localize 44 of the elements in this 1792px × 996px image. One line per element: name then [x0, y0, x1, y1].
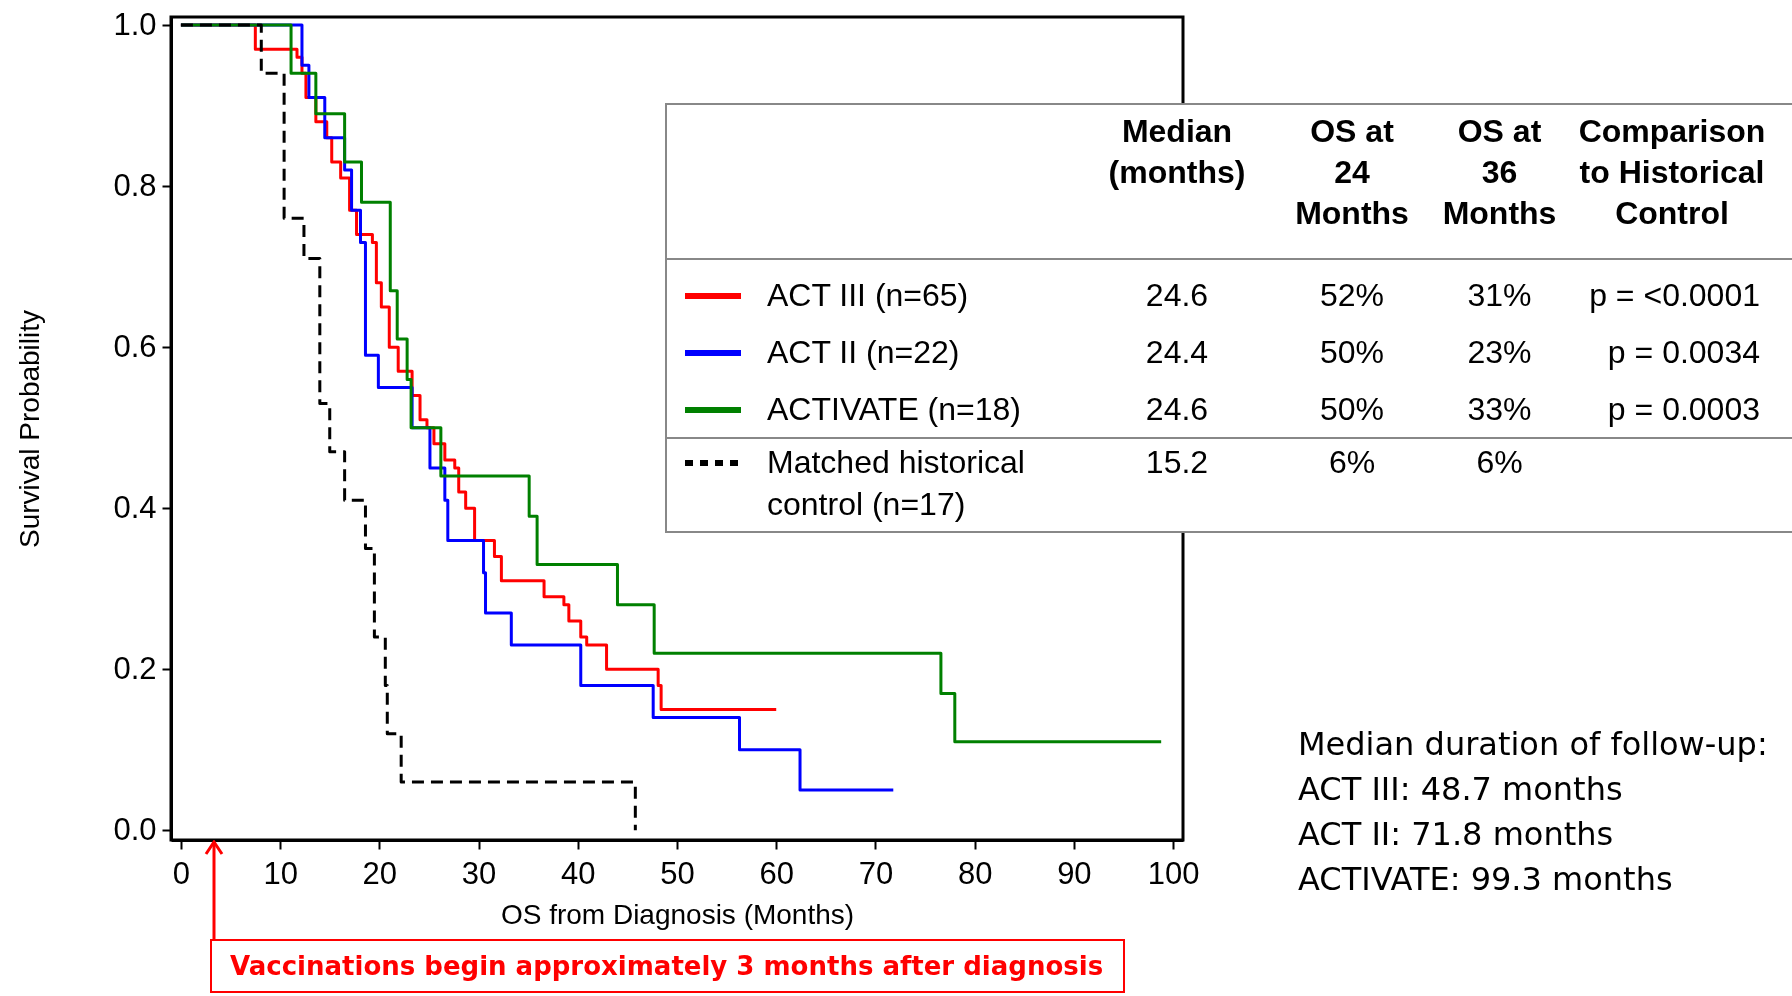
- text: p = <0.0001: [1588, 276, 1761, 315]
- legend-label: ACT II (n=22): [767, 333, 961, 372]
- x-tick-label: 30: [461, 855, 497, 891]
- x-tick-label: 40: [561, 855, 596, 891]
- x-tick-label: 20: [362, 855, 398, 891]
- y-axis-title: Survival Probability: [14, 309, 46, 549]
- x-tick-label: 90: [1057, 855, 1092, 891]
- x-tick-label: 70: [858, 855, 894, 891]
- legend-label: ACT III (n=65): [767, 276, 970, 315]
- x-tick-label: 60: [759, 855, 794, 891]
- y-tick-label: 0.6: [113, 328, 157, 364]
- text: 33%: [1466, 390, 1533, 429]
- y-tick-label: 0.8: [113, 167, 157, 203]
- text: OS at 24 Months: [1294, 112, 1410, 233]
- y-tick-label: 0.0: [113, 811, 157, 847]
- x-tick-label: 50: [660, 855, 695, 891]
- annotation: 15.2: [1144, 443, 1210, 482]
- text: 50%: [1318, 333, 1385, 372]
- x-tick-label: 10: [263, 855, 298, 891]
- text: 31%: [1466, 276, 1533, 315]
- text: Median duration of follow-up: ACT III: 48.7 months ACT II: 71.8 months ACTIVATE: 99.3 months: [1298, 724, 1768, 900]
- text: Comparison to Historical Control: [1577, 112, 1767, 233]
- text: p = 0.0034: [1606, 333, 1761, 372]
- y-tick-label: 0.2: [113, 650, 157, 686]
- text: 6%: [1327, 443, 1377, 482]
- text: Vaccinations begin approximately 3 months after diagnosis: [210, 939, 1125, 993]
- text: 52%: [1318, 276, 1385, 315]
- legend-label: Matched historical control (n=17): [767, 443, 1026, 524]
- text: p = 0.0003: [1606, 390, 1761, 429]
- text: OS at 36 Months: [1441, 112, 1558, 233]
- x-tick-label: 0: [172, 855, 191, 891]
- text: 6%: [1475, 443, 1524, 482]
- y-tick-label: 1.0: [113, 6, 157, 42]
- text: 50%: [1318, 390, 1385, 429]
- annotation: 24.4: [1144, 333, 1210, 372]
- legend-label: ACTIVATE (n=18): [767, 390, 1022, 429]
- x-tick-label: 100: [1147, 855, 1200, 891]
- x-axis-title: OS from Diagnosis (Months): [500, 898, 855, 930]
- text: 23%: [1466, 333, 1533, 372]
- annotation: Median (months): [1107, 112, 1247, 192]
- x-tick-label: 80: [957, 855, 993, 891]
- annotation: 24.6: [1144, 276, 1210, 315]
- y-tick-label: 0.4: [113, 489, 157, 525]
- annotation: 24.6: [1144, 390, 1210, 429]
